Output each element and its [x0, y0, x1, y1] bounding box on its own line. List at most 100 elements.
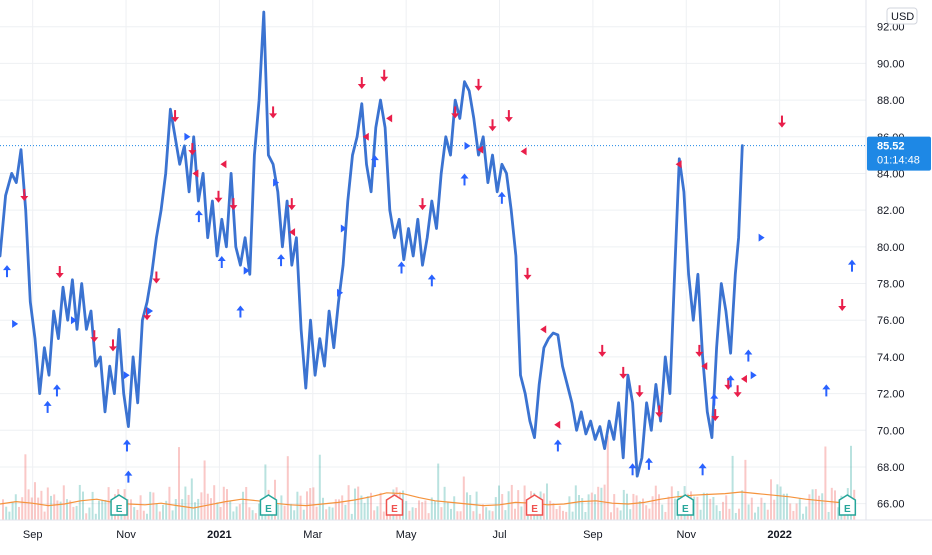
volume-bar	[494, 497, 497, 520]
currency-badge[interactable]: USD	[886, 7, 918, 25]
volume-bar	[651, 496, 654, 520]
volume-bar	[718, 511, 721, 520]
earnings-event-label[interactable]: E	[844, 504, 851, 515]
down-arrow-head	[143, 315, 152, 321]
volume-bar	[72, 506, 75, 520]
volume-bar	[88, 507, 91, 520]
volume-bar	[184, 486, 187, 520]
up-arrow-head	[194, 210, 203, 216]
volume-bar	[590, 492, 593, 520]
volume-bar	[738, 508, 740, 520]
down-arrow-head	[55, 273, 64, 279]
down-arrow-head	[474, 85, 483, 91]
volume-bar	[360, 495, 363, 520]
earnings-event-badge[interactable]: E	[385, 494, 404, 516]
volume-bar	[517, 490, 520, 520]
earnings-event-icon[interactable]	[259, 494, 278, 516]
down-arrow-head	[777, 122, 786, 128]
volume-bar	[254, 513, 257, 520]
x-tick-label: 2021	[207, 529, 231, 541]
volume-bar	[5, 506, 8, 520]
volume-bar	[139, 495, 142, 520]
y-tick-label: 84.00	[877, 168, 905, 180]
volume-bar	[14, 494, 17, 520]
earnings-event-icon[interactable]	[838, 494, 857, 516]
volume-bar	[101, 500, 104, 520]
volume-bar	[626, 493, 628, 520]
buy-signal-up-arrow-icon	[52, 384, 61, 397]
volume-bar	[616, 507, 619, 520]
volume-bar	[104, 499, 107, 520]
earnings-event-label[interactable]: E	[531, 504, 538, 515]
volume-bar	[210, 498, 212, 520]
earnings-event-icon[interactable]	[110, 494, 128, 516]
volume-bar	[302, 509, 305, 520]
currency-label[interactable]: USD	[891, 11, 914, 23]
x-tick-label: 2022	[767, 529, 791, 541]
volume-bar	[107, 487, 110, 520]
volume-bar	[814, 489, 817, 520]
buy-signal-up-arrow-icon	[698, 463, 707, 476]
earnings-event-icon[interactable]	[676, 494, 695, 516]
earnings-event-icon[interactable]	[385, 494, 404, 516]
down-arrow-head	[711, 416, 720, 422]
earnings-event-label[interactable]: E	[116, 504, 123, 515]
volume-bar	[488, 510, 491, 520]
earnings-event-icon[interactable]	[525, 494, 544, 516]
sell-signal-down-arrow-icon	[523, 267, 532, 280]
right-triangle-marker-icon	[337, 288, 344, 297]
volume-bar	[542, 493, 545, 520]
volume-bar	[776, 484, 779, 520]
volume-bar	[242, 491, 244, 520]
down-arrow-head	[504, 117, 513, 123]
volume-bar	[258, 503, 260, 520]
earnings-event-label[interactable]: E	[682, 504, 689, 515]
volume-bar	[91, 491, 94, 520]
down-arrow-head	[152, 278, 161, 284]
sell-signal-down-arrow-icon	[269, 106, 278, 119]
volume-bar	[654, 485, 657, 520]
sell-signal-down-arrow-icon	[504, 110, 513, 123]
earnings-event-badge[interactable]: E	[525, 494, 544, 516]
earnings-event-label[interactable]: E	[265, 504, 272, 515]
earnings-event-label[interactable]: E	[391, 504, 398, 515]
earnings-event-badge[interactable]: E	[676, 494, 695, 516]
volume-bar	[325, 509, 328, 520]
volume-bar	[238, 504, 241, 520]
volume-bar	[766, 509, 769, 520]
left-triangle-marker-icon	[192, 169, 199, 178]
volume-bar	[34, 482, 36, 520]
sell-signal-down-arrow-icon	[229, 198, 238, 211]
up-arrow-head	[217, 256, 226, 261]
currency-badge-box[interactable]	[886, 7, 918, 25]
buy-signal-up-arrow-icon	[236, 305, 245, 318]
volume-bar	[773, 499, 776, 520]
buy-signal-up-arrow-icon	[628, 463, 637, 476]
volume-bar	[370, 492, 372, 520]
volume-bar	[27, 489, 30, 520]
volume-bar	[594, 494, 596, 520]
sell-signal-down-arrow-icon	[20, 188, 29, 201]
price-line	[0, 10, 744, 478]
buy-signal-up-arrow-icon	[553, 439, 562, 452]
left-triangle-marker-icon	[554, 420, 561, 429]
earnings-event-badge[interactable]: E	[110, 494, 128, 516]
down-arrow-head	[108, 346, 117, 352]
volume-bar	[331, 507, 334, 520]
volume-bar	[206, 493, 209, 520]
buy-signal-up-arrow-icon	[822, 384, 831, 397]
volume-bar	[43, 511, 46, 520]
down-arrow-head	[287, 205, 296, 211]
volume-bar	[501, 494, 504, 520]
volume-bar	[702, 492, 705, 520]
volume-bar	[786, 493, 788, 520]
volume-bar	[136, 509, 139, 520]
volume-bar	[421, 502, 424, 520]
volume-bar	[280, 495, 283, 520]
volume-bars	[2, 435, 856, 520]
earnings-event-badge[interactable]: E	[838, 494, 857, 516]
earnings-event-badge[interactable]: E	[259, 494, 278, 516]
